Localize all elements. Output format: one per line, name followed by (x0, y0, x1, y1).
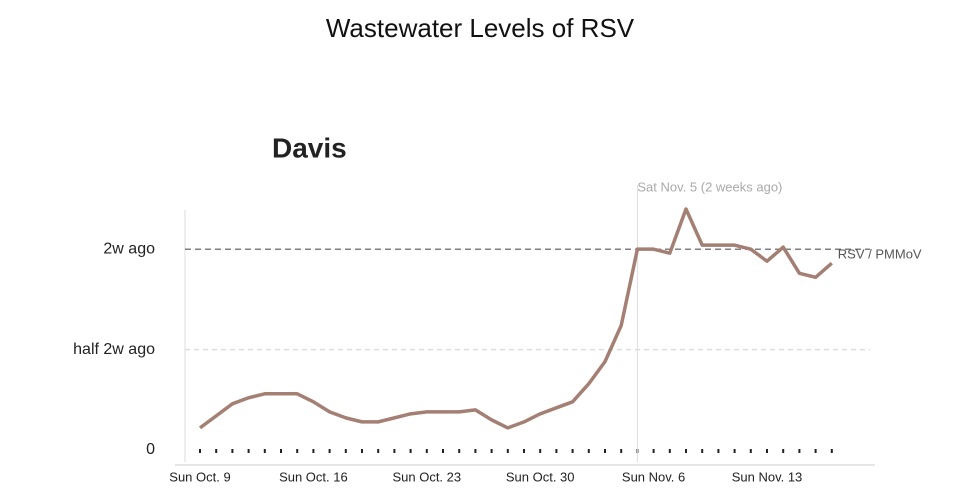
x-tick-label: Sun Oct. 30 (506, 469, 575, 484)
x-tick-label: Sun Nov. 6 (622, 469, 685, 484)
x-tick (296, 449, 299, 453)
x-tick (312, 449, 315, 453)
x-tick (247, 449, 250, 453)
x-tick (523, 449, 525, 453)
x-tick (328, 449, 331, 453)
x-tick (231, 449, 234, 453)
x-tick (733, 449, 736, 453)
chart-title: Davis (272, 132, 347, 163)
x-tick (442, 449, 444, 453)
x-tick (830, 449, 833, 453)
x-tick (458, 449, 461, 453)
x-tick (685, 449, 687, 453)
x-tick-label: Sun Oct. 16 (279, 469, 348, 484)
x-tick (571, 449, 574, 453)
x-tick (701, 449, 704, 453)
x-tick (425, 449, 428, 453)
x-tick (393, 449, 396, 453)
x-tick (555, 449, 558, 453)
x-tick (361, 449, 363, 453)
x-tick-label: Sun Oct. 9 (169, 469, 230, 484)
y-tick-label: 2w ago (103, 240, 155, 257)
x-tick (587, 449, 590, 453)
data-line (198, 207, 833, 430)
x-tick (506, 449, 509, 453)
x-tick (409, 449, 412, 453)
x-tick (474, 449, 477, 453)
x-tick-label: Sun Nov. 13 (732, 469, 803, 484)
page-title: Wastewater Levels of RSV (326, 13, 635, 43)
x-tick (215, 449, 218, 453)
y-tick-label: half 2w ago (73, 341, 155, 358)
x-tick (620, 449, 623, 453)
x-tick (798, 449, 801, 453)
x-tick (280, 449, 282, 453)
x-tick (263, 449, 266, 453)
x-tick (766, 449, 768, 453)
x-tick (199, 449, 201, 453)
x-tick (344, 449, 347, 453)
x-tick (490, 449, 493, 453)
x-tick (749, 449, 752, 453)
y-tick-label: 0 (146, 441, 155, 458)
x-tick (814, 449, 817, 453)
x-tick (604, 449, 606, 453)
x-tick (717, 449, 720, 453)
x-tick (782, 449, 785, 453)
x-tick (652, 449, 655, 453)
x-tick (539, 449, 542, 453)
x-tick (377, 449, 380, 453)
annotation-label: Sat Nov. 5 (2 weeks ago) (637, 179, 782, 194)
x-tick-label: Sun Oct. 23 (392, 469, 461, 484)
x-tick (668, 449, 671, 453)
series-label: RSV / PMMoV (838, 247, 922, 262)
